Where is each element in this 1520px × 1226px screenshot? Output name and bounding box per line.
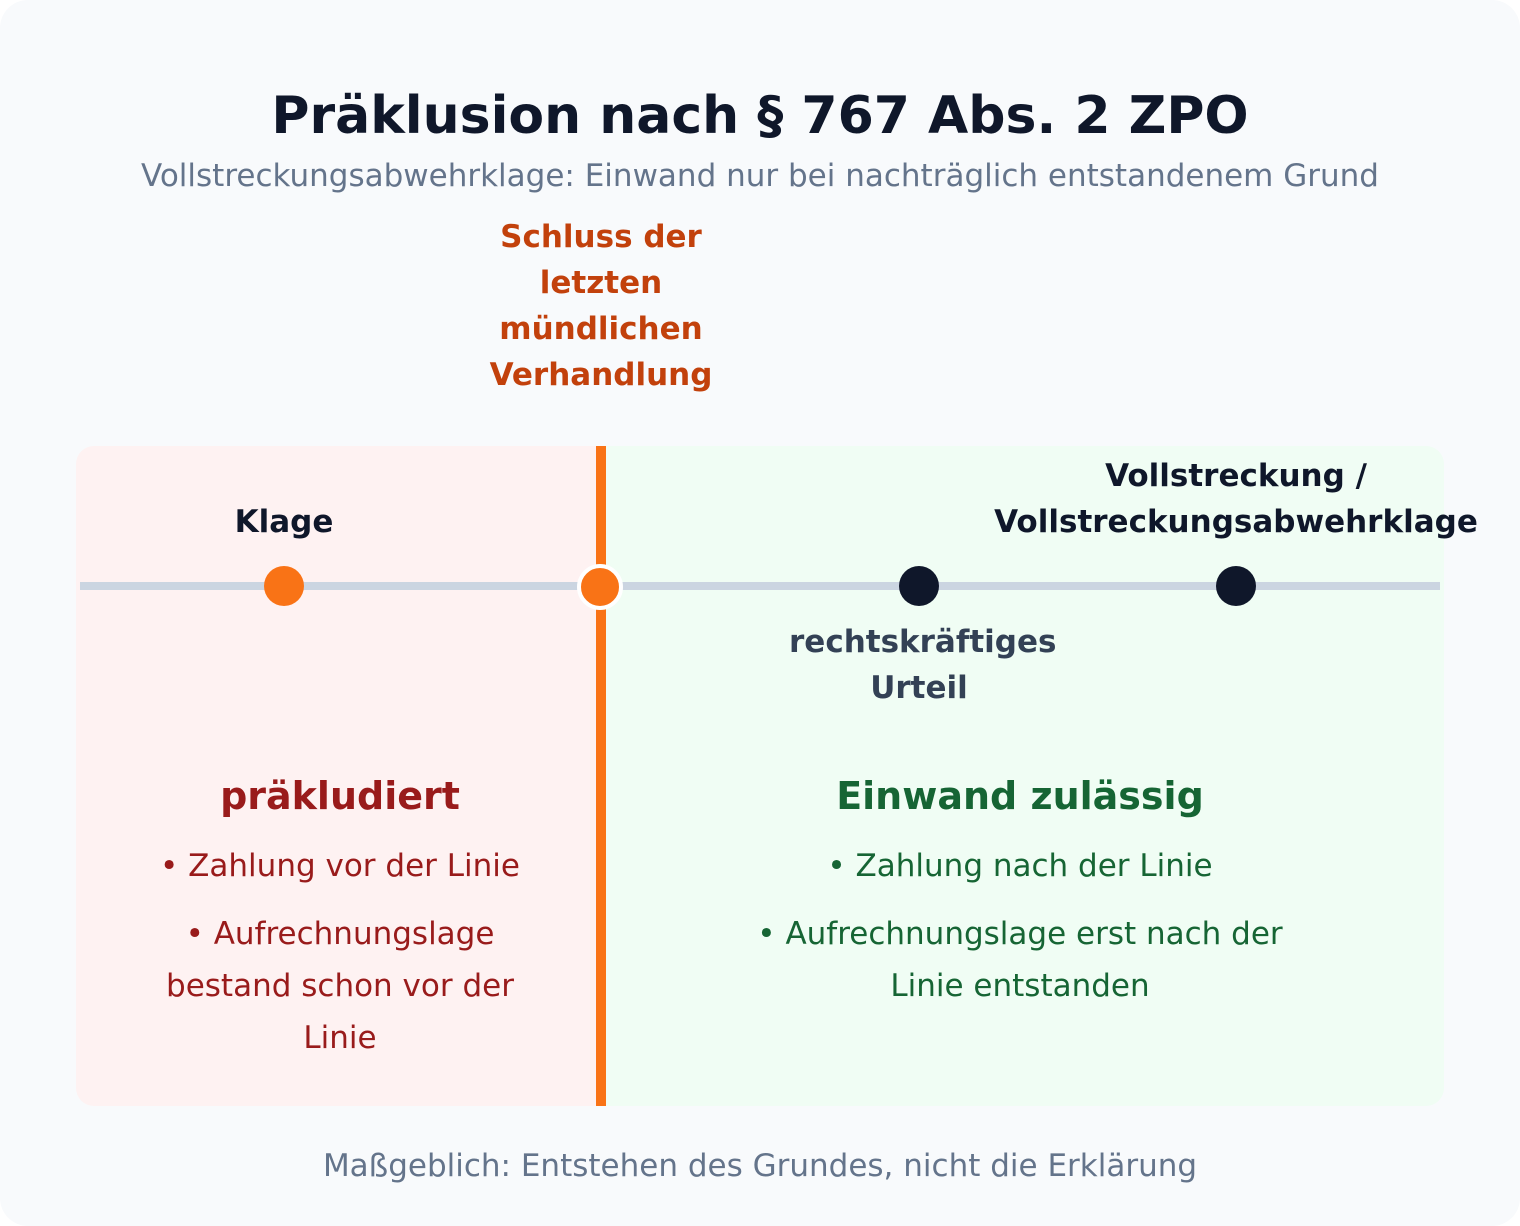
precluded-title: präkludiert (220, 774, 460, 818)
timeline-axis (80, 582, 1440, 590)
precluded-list: Zahlung vor der Linie Aufrechnungslage b… (150, 840, 530, 1080)
cutoff-label: Schluss der letzten mündlichen Verhandlu… (489, 219, 713, 393)
allowed-item: Zahlung nach der Linie (730, 840, 1310, 892)
page-subtitle: Vollstreckungsabwehrklage: Einwand nur b… (141, 158, 1379, 194)
allowed-title: Einwand zulässig (836, 774, 1204, 818)
event-dot-urteil (899, 566, 939, 606)
precluded-item: Aufrechnungslage bestand schon vor der L… (150, 908, 530, 1064)
event-label-urteil: rechtskräftiges Urteil (789, 624, 1057, 706)
event-label-klage: Klage (234, 504, 334, 540)
event-dot-klage (264, 566, 304, 606)
allowed-item: Aufrechnungslage erst nach der Linie ent… (730, 908, 1310, 1012)
allowed-list: Zahlung nach der Linie Aufrechnungslage … (730, 840, 1310, 1028)
event-dot-vollstreckung (1216, 566, 1256, 606)
cutoff-line (596, 446, 606, 1106)
event-label-vollstreckung: Vollstreckung / Vollstreckungsabwehrklag… (994, 458, 1478, 540)
page-title: Präklusion nach § 767 Abs. 2 ZPO (271, 86, 1249, 146)
footer-note: Maßgeblich: Entstehen des Grundes, nicht… (322, 1148, 1198, 1184)
cutoff-dot (577, 564, 623, 610)
precluded-item: Zahlung vor der Linie (150, 840, 530, 892)
